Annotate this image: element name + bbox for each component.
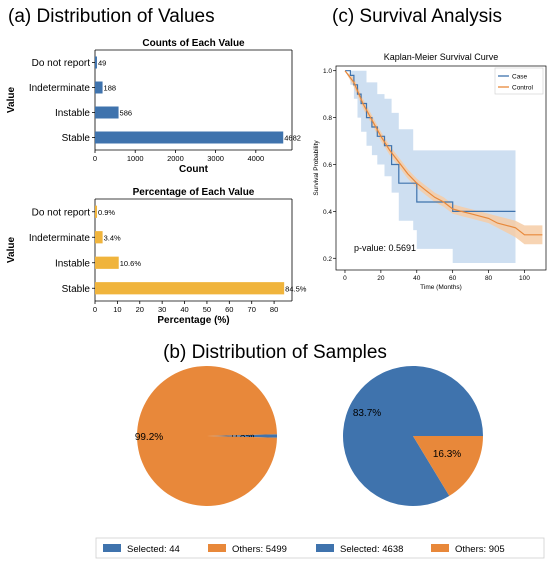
y-tick-label: 1.0: [323, 68, 332, 75]
chart-title: Kaplan-Meier Survival Curve: [384, 52, 499, 62]
category-label: Instable: [55, 258, 90, 269]
y-tick-label: 0.2: [323, 256, 332, 263]
category-label: Stable: [62, 133, 91, 144]
pie-slice-selected: [343, 366, 483, 507]
legend-box: [494, 67, 544, 95]
data-label: 4682: [284, 134, 301, 143]
x-axis-label: Time (Months): [420, 284, 462, 291]
x-tick-label: 30: [158, 305, 166, 314]
x-tick-label: 40: [180, 305, 188, 314]
pie-percent-label: 99.2%: [135, 432, 163, 443]
y-tick-label: 0.4: [323, 209, 332, 216]
bar-do-not-report: [95, 205, 98, 218]
category-label: Do not report: [32, 58, 91, 69]
x-tick-label: 60: [225, 305, 233, 314]
y-axis-label: Value: [6, 237, 17, 264]
percentage-bar-chart: Percentage of Each Value Do not report 0.9…: [6, 187, 307, 326]
pie-percent-label: 16.3%: [433, 449, 461, 460]
pie-chart-selected-44: 0.8% 99.2%: [135, 365, 278, 506]
x-tick-label: 20: [377, 275, 385, 282]
y-tick-label: 0.6: [323, 162, 332, 169]
pie-percent-label: 83.7%: [353, 408, 381, 419]
bar-instable: [95, 256, 119, 269]
x-tick-label: 60: [449, 275, 457, 282]
bar-stable: [95, 131, 284, 144]
pie-legends: Selected: 44 Others: 5499 Selected: 4638 Ot…: [95, 537, 545, 559]
x-tick-label: 10: [113, 305, 121, 314]
x-tick-label: 50: [203, 305, 211, 314]
pie-slice-others: [137, 365, 277, 506]
legend-others-905-label: Others: 905: [455, 544, 505, 555]
bar-indeterminate: [95, 231, 103, 244]
chart-title: Percentage of Each Value: [133, 187, 255, 198]
legend-selected-44-swatch: [103, 544, 121, 552]
category-label: Do not report: [32, 207, 91, 218]
x-tick-label: 20: [136, 305, 144, 314]
p-value-annotation: p-value: 0.5691: [354, 243, 416, 253]
x-axis-label: Percentage (%): [157, 315, 229, 326]
x-tick-label: 100: [519, 275, 530, 282]
ci-band-control: [345, 70, 543, 245]
x-axis-label: Count: [179, 164, 209, 175]
kaplan-meier-chart: Kaplan-Meier Survival Curve 0 20 40 60 80 100 0…: [313, 52, 547, 291]
data-label: 586: [120, 109, 133, 118]
x-tick-label: 80: [485, 275, 493, 282]
x-tick-label: 4000: [247, 154, 264, 163]
x-tick-label: 70: [248, 305, 256, 314]
x-tick-label: 1000: [127, 154, 144, 163]
legend-selected-44-label: Selected: 44: [127, 544, 180, 555]
data-label: 0.9%: [98, 208, 115, 217]
x-tick-label: 0: [343, 275, 347, 282]
data-label: 84.5%: [285, 284, 307, 293]
legend-others-5499-label: Others: 5499: [232, 544, 287, 555]
x-tick-label: 0: [93, 305, 97, 314]
pie-slice-selected: [207, 434, 278, 438]
pie-slice-others: [413, 436, 483, 496]
legend-label-case: Case: [512, 74, 528, 81]
x-tick-label: 2000: [167, 154, 184, 163]
panel-b-title: (b) Distribution of Samples: [163, 342, 387, 363]
bar-do-not-report: [95, 56, 97, 69]
panel-c-title: (c) Survival Analysis: [332, 6, 502, 27]
pie-percent-label: 0.8%: [232, 431, 255, 442]
x-tick-label: 80: [270, 305, 278, 314]
y-tick-label: 0.8: [323, 115, 332, 122]
panel-a-title: (a) Distribution of Values: [8, 6, 215, 27]
x-tick-label: 40: [413, 275, 421, 282]
bar-instable: [95, 106, 119, 119]
legend-others-5499-swatch: [208, 544, 226, 552]
plot-frame: [335, 65, 547, 271]
data-label: 49: [98, 59, 106, 68]
legend-selected-4638-label: Selected: 4638: [340, 544, 403, 555]
data-label: 188: [104, 84, 117, 93]
data-label: 3.4%: [104, 233, 121, 242]
pie-chart-selected-4638: 83.7% 16.3%: [343, 366, 483, 507]
legend-label-control: Control: [512, 85, 534, 92]
y-axis-label: Value: [6, 87, 17, 114]
legend-selected-4638-swatch: [316, 544, 334, 552]
bar-indeterminate: [95, 81, 103, 94]
data-label: 10.6%: [120, 259, 142, 268]
survival-line-control: [344, 70, 543, 236]
x-tick-label: 3000: [207, 154, 224, 163]
category-label: Indeterminate: [29, 233, 91, 244]
category-label: Stable: [62, 284, 91, 295]
y-axis-label: Survival Probability: [313, 140, 320, 196]
chart-title: Counts of Each Value: [142, 38, 245, 49]
bar-stable: [95, 282, 285, 295]
category-label: Indeterminate: [29, 83, 91, 94]
legend-others-905-swatch: [431, 544, 449, 552]
x-tick-label: 0: [93, 154, 97, 163]
category-label: Instable: [55, 108, 90, 119]
ci-band-case: [345, 70, 516, 263]
counts-bar-chart: Counts of Each Value Do not report 49 Indet…: [6, 38, 301, 175]
